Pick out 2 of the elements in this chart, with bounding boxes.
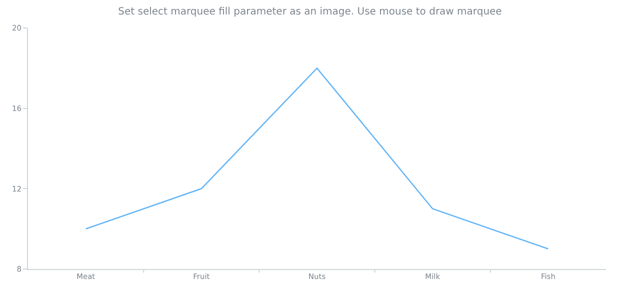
chart-title: Set select marquee fill parameter as an image. Use mouse to draw marquee	[118, 6, 502, 18]
line-series	[85, 68, 549, 250]
